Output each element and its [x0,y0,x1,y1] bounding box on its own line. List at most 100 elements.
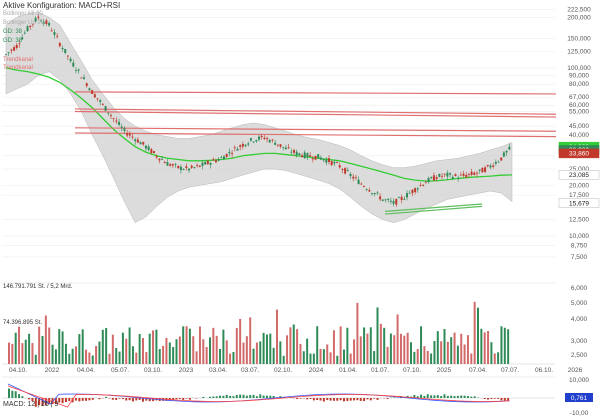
volume-bar [470,353,473,364]
candle-body [193,167,196,169]
candle-body [346,170,349,171]
volume-bar [54,349,57,364]
volume-bar [98,341,101,364]
candle-body [85,83,88,86]
price-tick-label: 12,500 [569,217,589,224]
volume-bar [329,352,332,364]
trend-line-red [74,110,557,118]
candle-body [284,147,287,150]
volume-bar [142,338,144,364]
volume-bar [279,341,282,364]
volume-bar [265,334,268,364]
volume-bar [296,329,299,364]
candle-body [131,136,134,138]
volume-bar [316,326,319,364]
macd-histogram-bar [148,398,151,402]
macd-histogram-bar [71,398,74,403]
candle-body [362,186,365,187]
volume-bar [480,328,483,364]
candle-body [268,140,271,143]
volume-bar [326,344,329,364]
volume-bar [493,353,496,364]
macd-histogram-bar [85,398,88,401]
volume-bar [343,349,345,364]
candle-body [42,21,45,24]
macd-current-badge [565,393,593,402]
time-tick-label: 02.10. [274,367,292,374]
price-tick-label: 10,000 [569,233,589,240]
macd-histogram-bar [416,396,419,398]
volume-bar [289,327,292,364]
candle-body [406,193,409,198]
chart-title: Aktive Konfiguration: MACD+RSI [3,1,121,10]
macd-histogram-bar [245,395,248,398]
legend-gd-b: GD: 38 [3,38,23,44]
macd-histogram-bar [316,398,319,400]
legend-trend-a: Trendkanal [3,57,33,63]
volume-bar [101,329,104,364]
macd-histogram-bar [202,396,205,398]
candle-body [15,44,18,49]
legend-trend-b: Trendkanal [3,65,33,71]
volume-bar [440,341,443,364]
volume-bar [18,326,21,364]
candle-body [153,151,156,153]
trend-line-green [384,203,483,213]
macd-histogram-bar [306,398,309,400]
macd-histogram-bar [172,398,175,401]
candle-body [266,138,269,140]
candle-body [101,103,104,105]
candle-body [478,169,481,171]
candle-body [196,165,199,166]
candle-body [77,69,80,71]
candle-body [69,58,72,62]
macd-histogram-bar [430,395,433,398]
macd-histogram-bar [443,394,446,398]
candle-body [104,106,107,111]
candle-body [214,160,217,163]
candle-body [473,172,476,175]
volume-bar [403,335,406,364]
macd-histogram-bar [446,395,449,398]
candle-body [276,144,279,146]
volume-bar [188,328,191,364]
macd-histogram-bar [436,395,439,398]
candle-body [217,159,220,161]
candle-body [56,35,59,37]
volume-bar [269,333,272,364]
candle-body [188,168,191,171]
candle-body [201,162,204,166]
macd-histogram-bar [178,398,181,400]
candle-body [21,37,24,40]
volume-bar [346,327,349,364]
volume-bar [430,353,433,364]
volume-bar [363,327,366,364]
volume-bar [165,337,168,364]
candle-body [225,153,228,157]
volume-bar [38,326,41,364]
candle-body [231,153,234,155]
bollinger-band [5,11,513,224]
candle-body [481,167,484,173]
candle-body [147,146,150,150]
candle-body [508,146,511,150]
candle-body [397,197,400,199]
candle-body [336,162,339,163]
candle-body [128,133,131,136]
volume-bar [222,329,225,364]
macd-histogram-bar [497,398,500,399]
candle-body [349,173,352,177]
candle-body [274,142,277,145]
volume-bar [235,327,238,364]
macd-histogram-bar [81,398,84,401]
price-tick-label: 67,000 [569,94,589,101]
candle-body [239,145,242,147]
macd-histogram-bar [332,398,335,401]
candle-body [244,144,247,147]
volume-bar [155,329,158,364]
volume-bar [131,346,134,364]
candle-body [179,166,182,171]
candle-body [45,20,48,25]
macd-histogram-bar [440,396,443,398]
trend-line-red [74,108,557,115]
